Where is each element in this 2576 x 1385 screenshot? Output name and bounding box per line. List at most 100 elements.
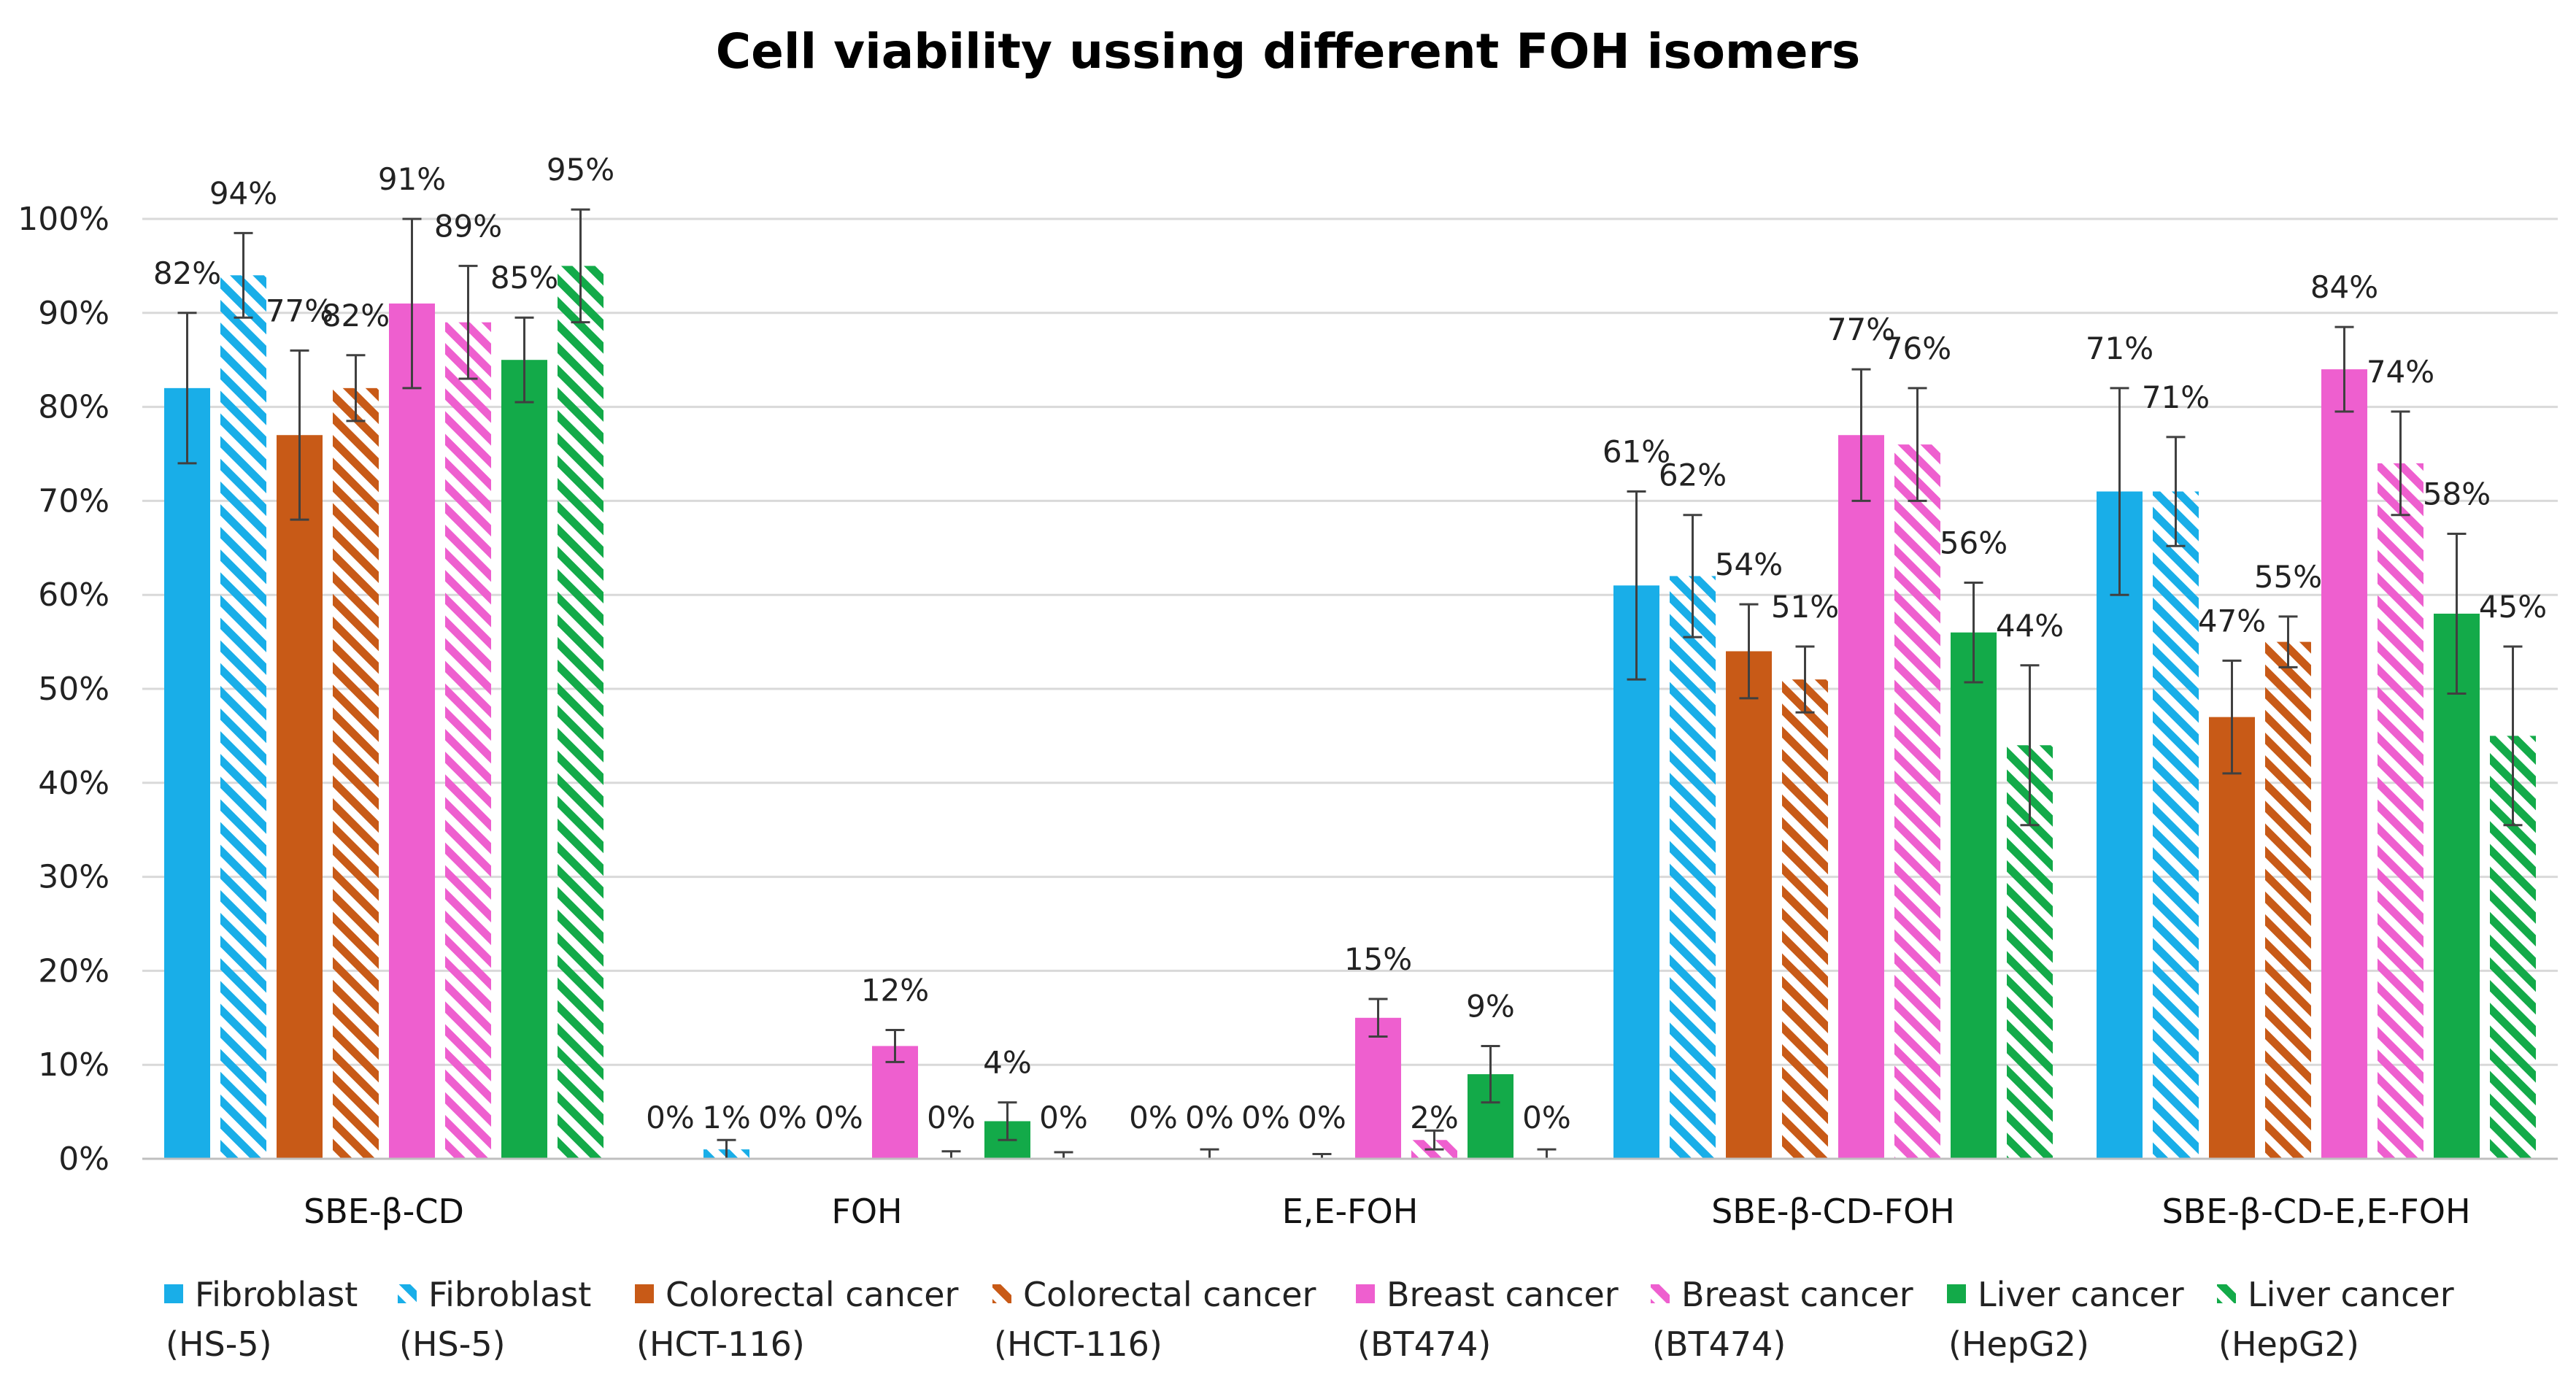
bar [1838,435,1884,1159]
bar [2209,717,2255,1159]
legend-swatch [1356,1284,1375,1303]
data-label: 82% [153,255,221,291]
data-label: 74% [2367,354,2434,390]
data-label: 85% [490,260,558,296]
legend-swatch [1651,1284,1670,1303]
y-tick-label: 0% [58,1141,109,1178]
data-label: 62% [1659,458,1727,493]
legend-sublabel: (HepG2) [2218,1324,2359,1364]
data-label: 1% [702,1100,751,1135]
legend-label: Breast cancer [1387,1275,1619,1314]
legend-sublabel: (BT474) [1357,1324,1491,1364]
y-tick-label: 20% [38,952,109,989]
legend-swatch [398,1284,417,1303]
legend-item: Colorectal cancer (HCT-116) [635,1275,959,1364]
bar [277,435,323,1159]
y-tick-label: 100% [18,201,109,238]
bar [1670,576,1716,1159]
legend-label: Colorectal cancer [1023,1275,1316,1314]
y-tick-label: 30% [38,859,109,896]
data-label: 56% [1940,525,2008,560]
data-labels: 82%94%77%82%91%89%85%95%0% 1% 0% 0%12%0%4%0… [153,152,2547,1135]
legend-item: Liver cancer (HepG2) [2217,1275,2454,1364]
legend-swatch [1947,1284,1966,1303]
data-label: 12% [861,973,929,1008]
bar [2097,491,2143,1159]
data-label: 54% [1715,547,1783,582]
data-label: 55% [2254,559,2322,595]
legend-sublabel: (HCT-116) [994,1324,1162,1364]
legend-item: Breast cancer (BT474) [1651,1275,1913,1364]
bars [164,266,2536,1160]
x-category-label: SBE-β-CD [304,1192,464,1231]
data-label: 61% [1603,434,1670,470]
data-label: 4% [983,1045,1032,1081]
y-tick-label: 70% [38,482,109,520]
data-label: 51% [1771,589,1839,625]
legend-swatch [635,1284,654,1303]
data-label: 9% [1466,988,1515,1024]
data-label: 47% [2198,603,2266,639]
data-label: 77% [1827,312,1895,347]
x-category-label: E,E-FOH [1282,1192,1419,1231]
bar [2321,369,2367,1160]
y-tick-label: 40% [38,765,109,802]
data-label: 77% [266,293,333,328]
legend-item: Liver cancer (HepG2) [1947,1275,2184,1364]
y-tick-label: 80% [38,389,109,426]
data-label: 84% [2310,269,2378,305]
legend-swatch [164,1284,183,1303]
data-label: 91% [378,161,446,197]
x-category-label: SBE-β-CD-FOH [1711,1192,1955,1231]
data-label: 44% [1996,608,2064,644]
bar [1894,444,1940,1159]
bar [164,387,210,1159]
data-label: 0% [814,1100,863,1135]
bar [1726,651,1772,1159]
legend-sublabel: (HepG2) [1948,1324,2089,1364]
y-tick-label: 50% [38,671,109,708]
data-label: 0% [1185,1100,1234,1135]
bar [2265,641,2311,1159]
data-label: 0% [1297,1100,1346,1135]
chart-title: Cell viability ussing different FOH isom… [716,23,1861,80]
legend-item: Breast cancer (BT474) [1356,1275,1619,1364]
y-tick-label: 10% [38,1046,109,1084]
data-label: 94% [209,175,277,211]
legend-label: Colorectal cancer [666,1275,959,1314]
bar [2378,463,2423,1159]
legend: Fibroblast (HS-5) Fibroblast (HS-5) Colorect… [164,1275,2454,1364]
legend-item: Colorectal cancer (HCT-116) [992,1275,1316,1364]
data-label: 89% [434,208,502,244]
legend-sublabel: (HS-5) [399,1324,506,1364]
y-axis-ticks: 0% 10% 20% 30% 40% 50% 60% 70% 80% 90% 100% [18,201,109,1178]
legend-label: Fibroblast [428,1275,591,1314]
bar [501,360,547,1160]
data-label: 15% [1344,941,1412,977]
bar [2434,613,2480,1159]
bar [1951,632,1997,1159]
bar [1355,1017,1401,1159]
data-label: 71% [2086,331,2153,366]
bar [872,1046,918,1159]
x-axis-categories: SBE-β-CD FOH E,E-FOH SBE-β-CD-FOH SBE-β-CD-E… [304,1192,2471,1231]
data-label: 58% [2423,476,2491,512]
bar [1613,585,1659,1159]
bar [220,275,266,1159]
legend-item: Fibroblast (HS-5) [398,1275,591,1364]
bar [333,387,379,1159]
legend-sublabel: (HCT-116) [636,1324,805,1364]
legend-swatch [992,1284,1011,1303]
data-label: 0% [1129,1100,1178,1135]
x-category-label: SBE-β-CD-E,E-FOH [2162,1192,2470,1231]
bar [2153,491,2199,1159]
data-label: 71% [2142,379,2210,415]
data-label: 95% [547,152,614,188]
y-tick-label: 90% [38,295,109,332]
bar [389,303,435,1159]
bar [445,322,491,1160]
data-label: 0% [646,1100,695,1135]
error-bars [177,208,2523,1160]
bar [1782,679,1828,1159]
legend-sublabel: (BT474) [1652,1324,1786,1364]
